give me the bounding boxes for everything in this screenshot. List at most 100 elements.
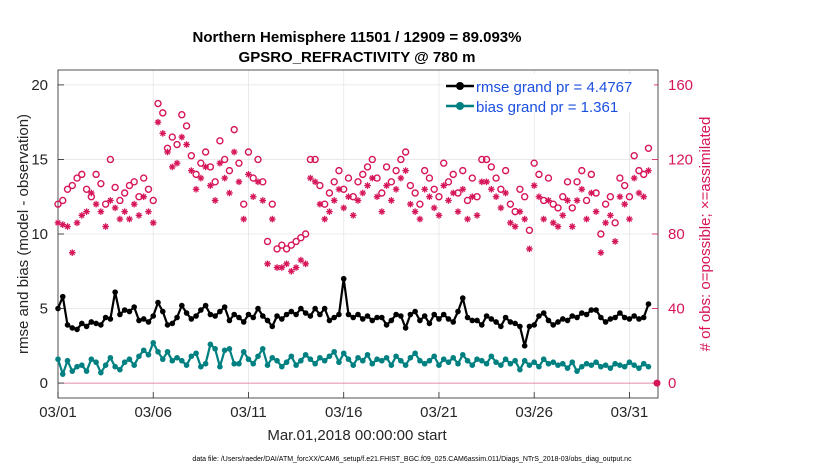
rmse-point bbox=[540, 310, 547, 316]
obs-assimilated-point bbox=[516, 208, 524, 215]
rmse-point bbox=[526, 323, 533, 330]
bias-point bbox=[359, 357, 366, 364]
rmse-point bbox=[374, 314, 380, 321]
obs-assimilated-point bbox=[140, 193, 148, 201]
obs-assimilated-point bbox=[473, 212, 481, 219]
rmse-point bbox=[440, 311, 447, 318]
obs-possible-point bbox=[140, 174, 148, 182]
y-tick-label-right: 120 bbox=[668, 151, 693, 168]
bias-point bbox=[250, 360, 257, 367]
y-tick-label-left: 5 bbox=[40, 301, 48, 318]
obs-possible-point bbox=[578, 166, 586, 175]
rmse-point bbox=[74, 326, 80, 333]
bias-point bbox=[440, 356, 447, 363]
obs-possible-point bbox=[192, 170, 200, 179]
obs-assimilated-point bbox=[597, 249, 605, 256]
bias-point bbox=[279, 363, 285, 370]
obs-possible-point bbox=[359, 170, 367, 179]
obs-possible-point bbox=[220, 155, 229, 164]
obs-assimilated-point bbox=[483, 178, 490, 186]
legend-bias-label: bias grand pr = 1.361 bbox=[476, 99, 618, 116]
legend-rmse-marker bbox=[456, 82, 464, 90]
obs-possible-point bbox=[335, 166, 343, 175]
obs-assimilated-point bbox=[630, 174, 638, 182]
legend-rmse-label: rmse grand pr = 4.4767 bbox=[476, 79, 632, 96]
obs-possible-point bbox=[125, 181, 134, 190]
bias-point bbox=[69, 368, 76, 374]
bias-series bbox=[55, 340, 652, 377]
obs-possible-point bbox=[301, 230, 310, 238]
rmse-point bbox=[336, 311, 342, 318]
obs-possible-point bbox=[363, 163, 372, 171]
rmse-point bbox=[479, 322, 485, 328]
obs-assimilated-point bbox=[540, 215, 548, 223]
bias-point bbox=[579, 363, 585, 370]
bias-point bbox=[140, 347, 147, 354]
obs-assimilated-point bbox=[240, 215, 248, 223]
bias-point bbox=[88, 356, 95, 363]
x-axis-label: Mar.01,2018 00:00:00 start bbox=[267, 427, 447, 444]
rmse-point bbox=[293, 311, 299, 318]
bias-point bbox=[526, 362, 533, 369]
series-layer bbox=[54, 99, 661, 387]
rmse-point bbox=[621, 314, 628, 321]
obs-possible-point bbox=[354, 178, 362, 186]
rmse-point bbox=[574, 314, 580, 321]
obs-possible-point bbox=[559, 193, 567, 201]
rmse-point bbox=[350, 314, 357, 321]
obs-assimilated-point bbox=[435, 212, 443, 219]
obs-possible-point bbox=[520, 193, 529, 201]
obs-assimilated-point bbox=[83, 208, 90, 215]
bias-point bbox=[626, 359, 633, 366]
rmse-point bbox=[459, 295, 466, 301]
bias-point bbox=[502, 356, 509, 363]
obs-assimilated-point bbox=[235, 178, 243, 186]
obs-assimilated-point bbox=[88, 189, 95, 197]
rmse-point bbox=[98, 322, 104, 328]
obs-assimilated-point bbox=[226, 189, 233, 197]
bias-point bbox=[98, 369, 104, 376]
obs-possible-point bbox=[330, 178, 338, 186]
obs-assimilated-point bbox=[449, 189, 457, 197]
obs-possible-point bbox=[120, 189, 129, 197]
rmse-point bbox=[426, 320, 433, 327]
bias-point bbox=[221, 347, 228, 354]
bias-point bbox=[402, 362, 409, 369]
rmse-point bbox=[550, 322, 557, 328]
rmse-point bbox=[474, 317, 480, 324]
bias-point bbox=[645, 363, 652, 370]
rmse-point bbox=[188, 316, 195, 322]
obs-possible-point bbox=[468, 174, 476, 182]
bias-point bbox=[174, 354, 180, 361]
obs-assimilated-point bbox=[464, 215, 471, 223]
obs-assimilated-point bbox=[554, 223, 562, 230]
obs-assimilated-point bbox=[278, 264, 286, 271]
obs-assimilated-point bbox=[107, 197, 114, 204]
y-tick-label-left: 0 bbox=[40, 375, 48, 392]
bias-point bbox=[145, 351, 152, 358]
bias-point bbox=[383, 354, 390, 361]
bias-point bbox=[259, 346, 266, 352]
obs-possible-point bbox=[378, 189, 386, 197]
rmse-point bbox=[64, 322, 71, 328]
obs-possible-point bbox=[416, 200, 424, 208]
rmse-point bbox=[298, 305, 304, 312]
obs-assimilated-point bbox=[330, 197, 338, 204]
rmse-point bbox=[159, 308, 166, 315]
obs-possible-point bbox=[178, 111, 186, 119]
obs-assimilated-point bbox=[135, 212, 143, 219]
obs-assimilated-point bbox=[288, 267, 295, 275]
rmse-point bbox=[240, 319, 247, 325]
rmse-point bbox=[469, 317, 476, 324]
obs-assimilated-point bbox=[354, 197, 362, 204]
bias-point bbox=[345, 356, 352, 363]
bias-point bbox=[240, 348, 247, 355]
bias-point bbox=[398, 357, 404, 364]
obs-possible-point bbox=[530, 159, 538, 167]
bias-point bbox=[636, 365, 642, 371]
obs-assimilated-point bbox=[530, 182, 538, 189]
rmse-point bbox=[602, 319, 609, 325]
obs-assimilated-point bbox=[392, 185, 400, 193]
rmse-point bbox=[236, 314, 242, 321]
bias-point bbox=[417, 357, 423, 364]
